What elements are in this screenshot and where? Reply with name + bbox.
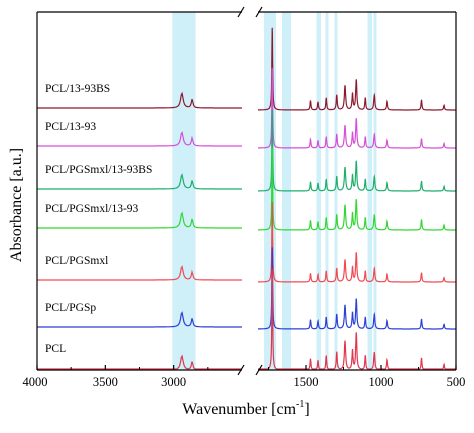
x-tick-label-1000: 1000 bbox=[369, 375, 394, 389]
y-axis-label: Absorbance [a.u.] bbox=[8, 148, 25, 262]
series-label-7: PCL bbox=[45, 343, 66, 355]
series-line-7 bbox=[37, 268, 456, 370]
axis-break-bottom-1 bbox=[255, 364, 263, 376]
series-label-6: PCL/PGSp bbox=[45, 302, 96, 314]
series-line-5 bbox=[37, 201, 456, 283]
series-line-1 bbox=[37, 27, 456, 111]
x-tick-label-3500: 3500 bbox=[93, 375, 118, 389]
x-tick-label-4000: 4000 bbox=[23, 375, 48, 389]
axes: 4000 3500 3000 1500 1000 500 bbox=[23, 6, 466, 389]
axis-break-top-0 bbox=[237, 6, 245, 18]
x-tick-label-500: 500 bbox=[447, 375, 466, 389]
series-line-6 bbox=[37, 247, 456, 330]
x-axis-label-close: ] bbox=[304, 401, 309, 418]
x-axis-label-sup: -1 bbox=[296, 399, 304, 410]
highlight-band-7 bbox=[373, 12, 377, 370]
series-line-2 bbox=[37, 67, 456, 149]
series-labels: PCL/13-93BS PCL/13-93 PCL/PGSmxl/13-93BS PC… bbox=[45, 83, 152, 355]
highlight-band-4 bbox=[325, 12, 329, 370]
series-label-4: PCL/PGSmxl/13-93 bbox=[45, 203, 139, 215]
x-tick-label-1500: 1500 bbox=[294, 375, 319, 389]
x-tick-label-3000: 3000 bbox=[161, 375, 186, 389]
series-label-2: PCL/13-93 bbox=[45, 121, 96, 133]
series-label-3: PCL/PGSmxl/13-93BS bbox=[45, 164, 152, 176]
highlight-band-5 bbox=[334, 12, 338, 370]
series-layer bbox=[37, 27, 456, 370]
axis-break-top-1 bbox=[255, 6, 263, 18]
series-label-5: PCL/PGSmxl bbox=[45, 255, 108, 267]
axis-break-bottom-0 bbox=[237, 364, 245, 376]
series-line-3 bbox=[37, 109, 456, 192]
series-line-4 bbox=[37, 147, 456, 231]
x-axis-label-main: Wavenumber [cm bbox=[182, 401, 296, 418]
highlight-band-0 bbox=[172, 12, 196, 370]
x-axis-label: Wavenumber [cm-1] bbox=[182, 399, 309, 418]
series-label-1: PCL/13-93BS bbox=[45, 83, 110, 95]
highlight-band-3 bbox=[316, 12, 321, 370]
